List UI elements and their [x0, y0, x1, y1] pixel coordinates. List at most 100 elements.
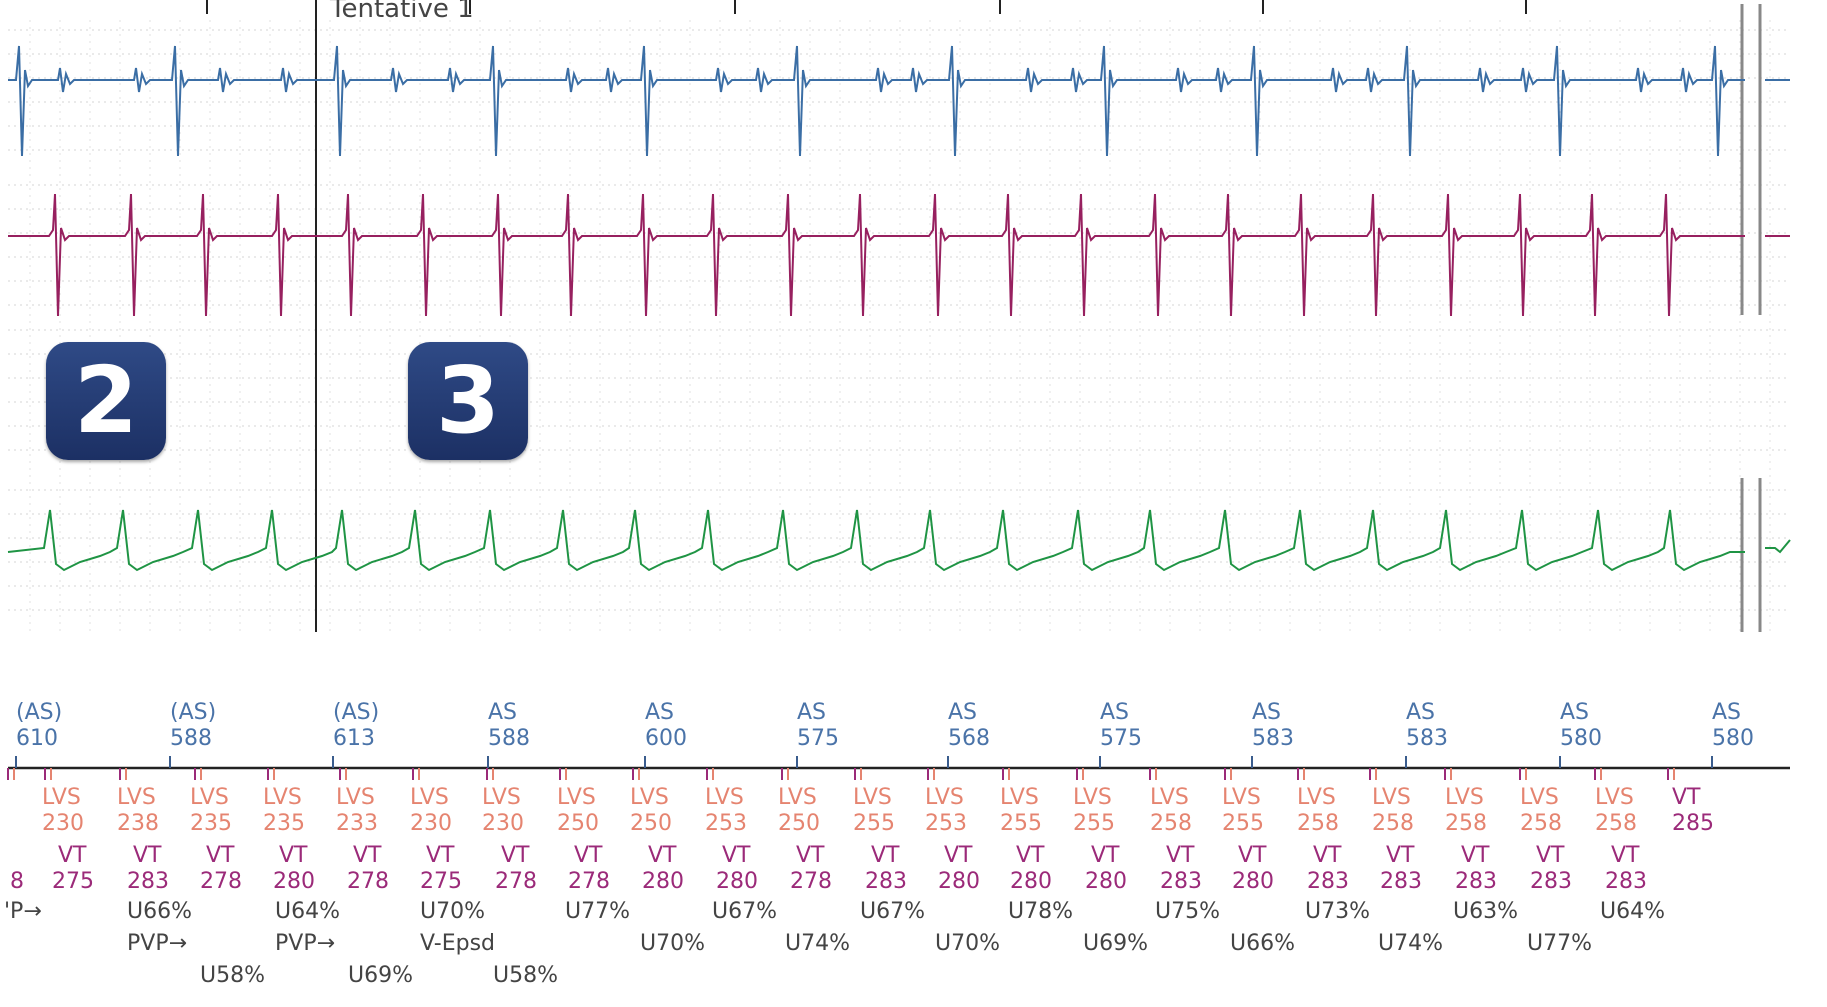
- ventricular-marker-label: LVS: [705, 785, 744, 810]
- marker-annotation: V-Epsd: [420, 931, 495, 956]
- ventricular-marker-interval: 283: [1605, 869, 1647, 894]
- ventricular-marker-interval: 280: [1085, 869, 1127, 894]
- marker-annotation: 'P→: [4, 899, 42, 924]
- atrial-marker-interval: 610: [16, 726, 58, 751]
- ventricular-marker-interval: 255: [1073, 811, 1115, 836]
- atrial-marker-label: (AS): [16, 700, 63, 725]
- ventricular-marker-label: VT: [1672, 785, 1701, 810]
- marker-annotation: U77%: [565, 899, 631, 924]
- marker-annotation: U73%: [1305, 899, 1371, 924]
- marker-annotation: U58%: [493, 963, 559, 988]
- ventricular-marker-label: VT: [1386, 843, 1415, 868]
- ventricular-marker-interval: 258: [1520, 811, 1562, 836]
- ventricular-marker-label: VT: [574, 843, 603, 868]
- marker-annotation: U74%: [1378, 931, 1444, 956]
- ventricular-marker-label: LVS: [1520, 785, 1559, 810]
- ventricular-marker-interval: 278: [790, 869, 832, 894]
- ventricular-marker-label: LVS: [557, 785, 596, 810]
- atrial-marker-label: AS: [645, 700, 675, 725]
- atrial-marker-label: (AS): [170, 700, 217, 725]
- ventricular-marker-label: VT: [722, 843, 751, 868]
- ventricular-marker-label: VT: [1016, 843, 1045, 868]
- marker-annotation: U66%: [1230, 931, 1296, 956]
- atrial-marker-label: AS: [1100, 700, 1130, 725]
- atrial-marker-label: AS: [488, 700, 518, 725]
- ventricular-marker-label: VT: [796, 843, 825, 868]
- ventricular-marker-label: LVS: [778, 785, 817, 810]
- ventricular-marker-label: VT: [353, 843, 382, 868]
- ventricular-marker-label: VT: [501, 843, 530, 868]
- ventricular-marker-label: LVS: [925, 785, 964, 810]
- marker-annotation: U69%: [348, 963, 414, 988]
- marker-annotation: U69%: [1083, 931, 1149, 956]
- ventricular-marker-label: LVS: [1150, 785, 1189, 810]
- ventricular-marker-label: VT: [279, 843, 308, 868]
- ventricular-marker-interval: 250: [778, 811, 820, 836]
- marker-annotation: U70%: [640, 931, 706, 956]
- atrial-marker-label: AS: [1406, 700, 1436, 725]
- ventricular-marker-interval: 258: [1372, 811, 1414, 836]
- ventricular-marker-interval: 235: [263, 811, 305, 836]
- ventricular-marker-label: LVS: [853, 785, 892, 810]
- atrial-marker-interval: 583: [1252, 726, 1294, 751]
- atrial-marker-interval: 580: [1712, 726, 1754, 751]
- ventricular-marker-interval: 283: [865, 869, 907, 894]
- ventricular-marker-label: VT: [1313, 843, 1342, 868]
- atrial-egm-trace: [8, 45, 1745, 157]
- marker-annotation: U67%: [712, 899, 778, 924]
- ventricular-marker-interval: 8: [10, 869, 24, 894]
- atrial-marker-interval: 575: [1100, 726, 1142, 751]
- marker-annotation: U67%: [860, 899, 926, 924]
- ventricular-marker-interval: 278: [568, 869, 610, 894]
- marker-annotation: U77%: [1527, 931, 1593, 956]
- ventricular-marker-interval: 253: [705, 811, 747, 836]
- atrial-marker-interval: 600: [645, 726, 687, 751]
- ventricular-marker-interval: 280: [1232, 869, 1274, 894]
- ventricular-marker-label: LVS: [1000, 785, 1039, 810]
- ventricular-marker-interval: 283: [127, 869, 169, 894]
- ventricular-marker-interval: 250: [557, 811, 599, 836]
- ventricular-marker-interval: 280: [642, 869, 684, 894]
- atrial-marker-label: (AS): [333, 700, 380, 725]
- ventricular-marker-label: LVS: [190, 785, 229, 810]
- ventricular-marker-label: VT: [58, 843, 87, 868]
- tentative-label: Tentative 1: [330, 0, 474, 24]
- ventricular-marker-interval: 278: [347, 869, 389, 894]
- ventricular-marker-interval: 233: [336, 811, 378, 836]
- marker-annotation: PVP→: [127, 931, 188, 956]
- ventricular-marker-label: VT: [1536, 843, 1565, 868]
- marker-annotation: U63%: [1453, 899, 1519, 924]
- ventricular-marker-label: VT: [133, 843, 162, 868]
- ventricular-marker-label: VT: [1611, 843, 1640, 868]
- ventricular-marker-interval: 278: [200, 869, 242, 894]
- ventricular-marker-interval: 258: [1150, 811, 1192, 836]
- ventricular-marker-label: LVS: [42, 785, 81, 810]
- atrial-marker-label: AS: [1712, 700, 1742, 725]
- ventricular-marker-interval: 230: [42, 811, 84, 836]
- ventricular-marker-label: VT: [944, 843, 973, 868]
- ventricular-marker-label: VT: [1166, 843, 1195, 868]
- atrial-marker-interval: 588: [488, 726, 530, 751]
- atrial-marker-interval: 588: [170, 726, 212, 751]
- marker-annotation: PVP→: [275, 931, 336, 956]
- ventricular-marker-interval: 280: [273, 869, 315, 894]
- marker-annotation: U75%: [1155, 899, 1221, 924]
- ventricular-marker-interval: 285: [1672, 811, 1714, 836]
- ventricular-marker-interval: 230: [482, 811, 524, 836]
- marker-annotation: U58%: [200, 963, 266, 988]
- ventricular-marker-interval: 283: [1380, 869, 1422, 894]
- ventricular-marker-label: VT: [426, 843, 455, 868]
- ventricular-marker-label: VT: [206, 843, 235, 868]
- shock-egm-trace: [1765, 539, 1791, 554]
- marker-annotation: U64%: [275, 899, 341, 924]
- ventricular-marker-label: LVS: [1372, 785, 1411, 810]
- ventricular-marker-interval: 250: [630, 811, 672, 836]
- ventricular-marker-label: VT: [1238, 843, 1267, 868]
- atrial-marker-interval: 580: [1560, 726, 1602, 751]
- ventricular-marker-interval: 255: [1000, 811, 1042, 836]
- shock-egm-trace: [7, 509, 1745, 572]
- atrial-marker-label: AS: [948, 700, 978, 725]
- ventricular-marker-label: LVS: [482, 785, 521, 810]
- step-badge-2: 2: [46, 342, 166, 460]
- ventricular-marker-label: LVS: [1222, 785, 1261, 810]
